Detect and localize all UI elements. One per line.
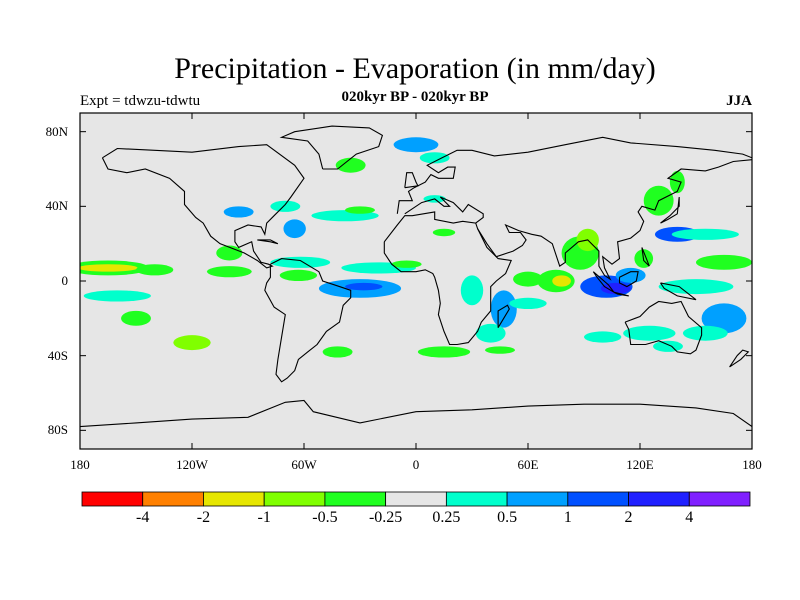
coastline	[404, 172, 419, 189]
anomaly-patch	[682, 325, 728, 341]
lat-tick-label: 80S	[47, 422, 68, 438]
lon-tick-label: 120E	[626, 457, 654, 472]
anomaly-patch	[83, 290, 151, 302]
coastline	[257, 239, 279, 245]
coastline	[729, 349, 750, 368]
coastline	[279, 125, 384, 170]
axis-ticks	[79, 113, 753, 449]
lat-tick-label: 40S	[47, 347, 68, 363]
anomaly-patch	[121, 310, 151, 326]
anomaly-patch	[509, 297, 547, 309]
colorbar-label: -2	[196, 509, 211, 526]
anomaly-patch	[345, 282, 383, 291]
colorbar-label: 4	[685, 509, 694, 526]
coastline	[404, 196, 484, 224]
coastline	[624, 300, 703, 355]
coastline	[660, 282, 697, 301]
lon-tick-label: 60E	[517, 457, 539, 472]
colorbar-label: -0.25	[368, 509, 403, 526]
lon-tick-label: 120W	[176, 457, 208, 472]
anomaly-patch	[393, 137, 439, 153]
lat-tick-label: 0	[61, 273, 69, 288]
anomaly-patch	[283, 219, 306, 239]
coastline	[618, 271, 639, 288]
coastline	[497, 304, 510, 328]
anomaly-patch	[513, 271, 543, 287]
anomaly-patch	[223, 206, 254, 218]
colorbar-label: 0.25	[432, 509, 461, 526]
map-background	[80, 113, 752, 449]
anomaly-patch	[335, 157, 366, 173]
anomaly-patch	[490, 290, 517, 328]
experiment-label: Expt = tdwzu-tdwtu	[80, 93, 201, 109]
lat-tick-label: 80N	[45, 123, 68, 139]
colorbar-label: 0.5	[497, 509, 518, 526]
colorbar-label: -4	[136, 509, 150, 526]
anomaly-patch	[460, 275, 484, 306]
anomaly-patch	[600, 282, 631, 295]
anomaly-patch	[391, 260, 422, 268]
coastline	[641, 247, 650, 267]
anomaly-layer	[80, 137, 752, 358]
anomaly-patch	[552, 275, 571, 287]
anomaly-patch	[173, 335, 211, 351]
anomaly-patch	[270, 256, 331, 268]
anomaly-patch	[270, 200, 301, 212]
anomaly-patch	[419, 152, 450, 164]
coastlines	[80, 125, 752, 428]
anomaly-patch	[136, 264, 174, 276]
anomaly-patch	[615, 267, 646, 283]
chart-title: Precipitation - Evaporation (in mm/day)	[174, 52, 656, 85]
anomaly-patch	[623, 325, 676, 341]
anomaly-patch	[658, 279, 734, 295]
anomaly-patch	[584, 331, 622, 343]
anomaly-patch	[475, 323, 506, 343]
colorbar-label: 2	[624, 509, 633, 526]
anomaly-patch	[417, 346, 471, 358]
anomaly-patch	[696, 254, 752, 270]
anomaly-patch	[671, 228, 739, 240]
lon-tick-label: 60W	[291, 457, 317, 472]
anomaly-patch	[279, 269, 318, 281]
coastline	[660, 196, 680, 224]
coastline	[592, 271, 615, 293]
coastline	[477, 159, 752, 281]
coastline	[101, 144, 305, 269]
season-label: JJA	[726, 93, 752, 109]
colorbar-label: -0.5	[312, 509, 338, 526]
anomaly-patch	[206, 266, 252, 278]
coastline	[383, 211, 512, 346]
coastline	[80, 399, 752, 428]
coastline	[613, 291, 629, 297]
colorbar-label: 1	[563, 509, 572, 526]
coastline	[264, 258, 352, 383]
anomaly-patch	[485, 346, 515, 354]
chart-subtitle: 020kyr BP - 020kyr BP	[341, 89, 489, 105]
anomaly-patch	[432, 228, 456, 237]
lon-tick-label: 180	[742, 457, 762, 472]
lon-tick-label: 0	[412, 457, 420, 472]
anomaly-patch	[653, 340, 683, 352]
lat-tick-label: 40N	[45, 198, 68, 214]
anomaly-patch	[701, 303, 747, 334]
anomaly-patch	[345, 206, 375, 214]
coastline	[396, 136, 752, 214]
anomaly-patch	[80, 264, 138, 272]
anomaly-patch	[669, 170, 685, 194]
lon-tick-label: 180	[70, 457, 90, 472]
anomaly-patch	[322, 346, 353, 358]
colorbar-label: -1	[257, 509, 271, 526]
